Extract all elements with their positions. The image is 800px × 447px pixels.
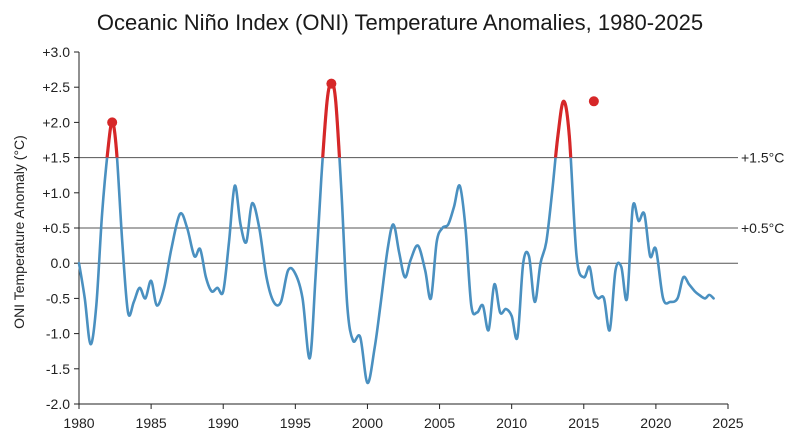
oni-series-line bbox=[77, 82, 715, 385]
x-tick-label: 2015 bbox=[568, 415, 599, 431]
x-tick-label: 2025 bbox=[712, 415, 743, 431]
reference-lines bbox=[79, 157, 738, 264]
axes bbox=[74, 51, 729, 409]
y-tick-label: +1.0 bbox=[42, 185, 70, 201]
peak-marker bbox=[588, 96, 599, 107]
reference-line-label: +1.5°C bbox=[741, 150, 784, 166]
y-axis-label: ONI Temperature Anomaly (°C) bbox=[11, 135, 27, 329]
x-tick-label: 2000 bbox=[352, 415, 383, 431]
x-tick-label: 2010 bbox=[496, 415, 527, 431]
y-tick-label: -0.5 bbox=[46, 290, 70, 306]
x-tick-label: 1980 bbox=[63, 415, 94, 431]
series bbox=[77, 78, 715, 385]
x-tick-label: 2005 bbox=[424, 415, 455, 431]
peak-marker bbox=[326, 78, 337, 89]
x-tick-label: 1990 bbox=[208, 415, 239, 431]
y-tick-label: -1.0 bbox=[46, 326, 70, 342]
y-tick-label: 0.0 bbox=[51, 255, 71, 271]
y-tick-label: -1.5 bbox=[46, 361, 70, 377]
peak-marker bbox=[107, 117, 118, 128]
y-tick-label: +2.5 bbox=[42, 79, 70, 95]
y-tick-label: +1.5 bbox=[42, 150, 70, 166]
y-tick-label: +2.0 bbox=[42, 114, 70, 130]
y-tick-label: +3.0 bbox=[42, 44, 70, 60]
x-tick-label: 2020 bbox=[640, 415, 671, 431]
y-tick-label: +0.5 bbox=[42, 220, 70, 236]
chart-title: Oceanic Niño Index (ONI) Temperature Ano… bbox=[97, 10, 703, 35]
tick-labels: +1.5°C +0.5°C -2.0 -1.5 -1.0 -0.5 0.0 +0.5 +1.0 +… bbox=[42, 44, 784, 431]
y-tick-label: -2.0 bbox=[46, 396, 70, 412]
reference-line-label: +0.5°C bbox=[741, 220, 784, 236]
x-tick-label: 1995 bbox=[280, 415, 311, 431]
x-tick-label: 1985 bbox=[136, 415, 167, 431]
